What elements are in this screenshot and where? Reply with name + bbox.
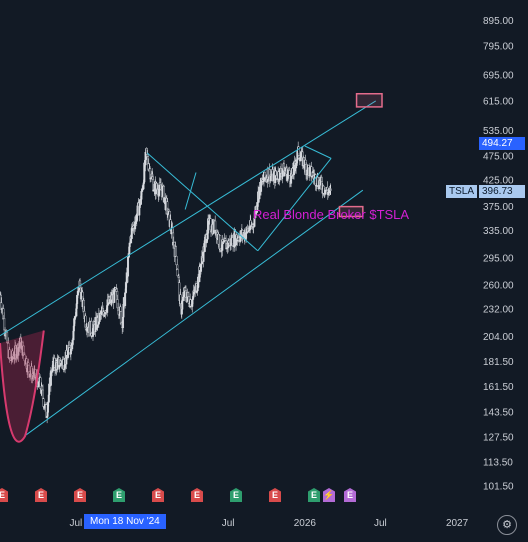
- x-tick-label: Jul: [222, 518, 235, 529]
- y-tick-label: 260.00: [483, 280, 514, 291]
- candle-body: [71, 343, 74, 350]
- earnings-marker[interactable]: E: [0, 488, 8, 502]
- symbol-tag: TSLA: [446, 185, 478, 198]
- earnings-marker[interactable]: E: [152, 488, 164, 502]
- earnings-marker[interactable]: E: [74, 488, 86, 502]
- earnings-marker[interactable]: E: [344, 488, 356, 502]
- candle-body: [329, 189, 332, 191]
- y-tick-label: 475.00: [483, 152, 514, 163]
- candle-body: [127, 257, 130, 277]
- y-tick-label: 161.50: [483, 382, 514, 393]
- trendline: [257, 158, 332, 252]
- y-tick-label: 101.50: [483, 481, 514, 492]
- y-tick-label: 113.50: [483, 457, 513, 468]
- trendline: [146, 152, 259, 252]
- x-axis[interactable]: Jul Jul 2026 Jul 2027: [70, 518, 469, 529]
- crosshair-date-label: Mon 18 Nov '24: [84, 514, 166, 529]
- y-axis[interactable]: 895.00 795.00 695.00 615.00 535.00 475.00 425.…: [483, 16, 514, 492]
- y-tick-label: 895.00: [483, 16, 514, 27]
- y-tick-label: 204.00: [483, 332, 514, 343]
- candle-body: [122, 316, 125, 329]
- target-box: [355, 92, 383, 108]
- candle-body: [124, 292, 127, 306]
- earnings-marker[interactable]: E: [269, 488, 281, 502]
- y-tick-label: 535.00: [483, 126, 514, 137]
- y-tick-label: 335.00: [483, 226, 514, 237]
- y-tick-label: 127.50: [483, 433, 514, 444]
- earnings-marker[interactable]: E: [113, 488, 125, 502]
- y-tick-label: 181.50: [483, 357, 514, 368]
- trendline: [304, 145, 332, 159]
- candle-body: [299, 157, 302, 162]
- trendline: [23, 189, 364, 437]
- chart-annotation: Real Blonde Broker $TSLA: [253, 207, 410, 222]
- candle-body: [288, 170, 291, 176]
- x-tick-label: Jul: [374, 518, 387, 529]
- crosshair-price-tag: 494.27: [479, 137, 525, 150]
- earnings-marker[interactable]: E: [308, 488, 320, 502]
- y-tick-label: 615.00: [483, 96, 514, 107]
- trendline: [184, 172, 197, 210]
- y-tick-label: 375.00: [483, 202, 514, 213]
- last-price-tag: 396.73: [479, 185, 525, 198]
- x-tick-label: 2027: [446, 518, 469, 529]
- boxes-layer: [338, 92, 383, 218]
- x-tick-label: Jul: [70, 518, 83, 529]
- candle-body: [90, 320, 93, 334]
- y-tick-label: 143.50: [483, 407, 514, 418]
- candle-body: [181, 300, 184, 310]
- settings-gear-icon[interactable]: ⚙: [497, 515, 517, 535]
- candles-layer: [0, 141, 332, 424]
- cup-pattern: [0, 330, 45, 443]
- candle-body: [174, 246, 177, 257]
- target-box: [338, 205, 364, 218]
- trendlines-layer: [0, 100, 377, 443]
- y-tick-label: 425.00: [483, 175, 514, 186]
- candle-body: [219, 235, 222, 250]
- candle-body: [66, 351, 69, 358]
- y-tick-label: 295.00: [483, 253, 514, 264]
- earnings-marker[interactable]: ⚡: [323, 488, 335, 502]
- y-tick-label: 232.00: [483, 305, 514, 316]
- candle-body: [41, 389, 44, 399]
- trendline: [0, 100, 377, 337]
- y-tick-label: 795.00: [483, 42, 514, 53]
- candle-body: [56, 359, 59, 370]
- x-tick-label: 2026: [294, 518, 317, 529]
- y-tick-label: 695.00: [483, 70, 514, 81]
- earnings-marker[interactable]: E: [191, 488, 203, 502]
- earnings-marker[interactable]: E: [35, 488, 47, 502]
- earnings-marker[interactable]: E: [230, 488, 242, 502]
